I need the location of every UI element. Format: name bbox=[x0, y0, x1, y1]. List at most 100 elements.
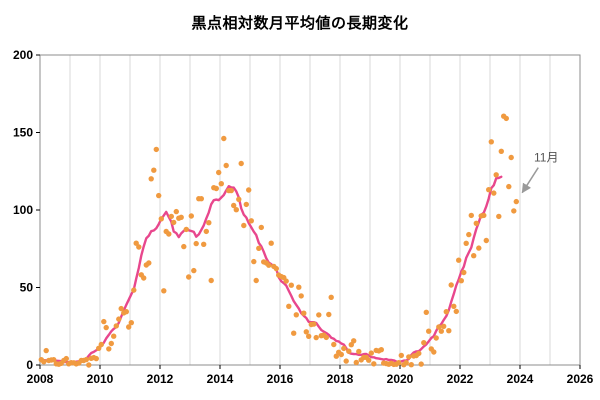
monthly-point bbox=[213, 185, 219, 192]
monthly-point bbox=[51, 357, 57, 363]
monthly-point bbox=[476, 245, 482, 251]
monthly-point bbox=[416, 350, 422, 357]
monthly-point bbox=[103, 324, 109, 331]
monthly-point bbox=[181, 243, 187, 250]
monthly-point bbox=[293, 312, 299, 318]
monthly-point bbox=[301, 310, 307, 316]
monthly-point bbox=[481, 212, 487, 219]
monthly-point bbox=[253, 277, 259, 284]
y-tick-label: 0 bbox=[26, 358, 33, 372]
monthly-point bbox=[96, 345, 102, 351]
monthly-point bbox=[136, 244, 142, 250]
monthly-point bbox=[508, 154, 514, 161]
monthly-point bbox=[296, 284, 302, 290]
monthly-point bbox=[191, 267, 197, 274]
monthly-point bbox=[493, 172, 499, 178]
monthly-point bbox=[101, 318, 107, 325]
monthly-point bbox=[223, 162, 229, 169]
monthly-point bbox=[188, 213, 194, 219]
monthly-point bbox=[258, 224, 264, 231]
monthly-point bbox=[241, 222, 247, 229]
monthly-point bbox=[306, 333, 312, 339]
monthly-point bbox=[113, 323, 120, 329]
monthly-point bbox=[111, 333, 117, 339]
y-tick-label: 200 bbox=[13, 48, 33, 62]
monthly-point bbox=[473, 220, 479, 226]
monthly-point bbox=[106, 346, 112, 352]
monthly-point bbox=[396, 360, 402, 366]
monthly-point bbox=[456, 257, 462, 263]
monthly-point bbox=[208, 277, 214, 284]
monthly-point bbox=[158, 216, 164, 222]
monthly-point bbox=[316, 312, 322, 318]
monthly-point bbox=[513, 198, 519, 205]
monthly-point bbox=[108, 340, 115, 347]
annotation-label: 11月 bbox=[534, 151, 558, 165]
monthly-point bbox=[133, 240, 139, 246]
monthly-point bbox=[351, 338, 357, 344]
monthly-point bbox=[436, 324, 442, 330]
monthly-point bbox=[433, 335, 439, 341]
monthly-point bbox=[186, 274, 192, 280]
monthly-point bbox=[421, 340, 427, 346]
monthly-point bbox=[118, 305, 124, 312]
monthly-point bbox=[343, 358, 349, 364]
monthly-point bbox=[496, 213, 502, 220]
monthly-point bbox=[246, 187, 252, 193]
monthly-point bbox=[461, 269, 467, 276]
monthly-point bbox=[378, 347, 384, 353]
monthly-point bbox=[333, 353, 339, 359]
monthly-point bbox=[86, 362, 92, 368]
monthly-point bbox=[323, 334, 329, 341]
monthly-point bbox=[338, 351, 344, 358]
monthly-point bbox=[178, 214, 184, 220]
monthly-point bbox=[471, 253, 477, 259]
monthly-point bbox=[466, 231, 472, 238]
monthly-point bbox=[443, 309, 449, 315]
monthly-point bbox=[206, 220, 212, 226]
monthly-point bbox=[216, 169, 222, 176]
monthly-point bbox=[408, 362, 414, 368]
monthly-point bbox=[203, 228, 209, 235]
monthly-point bbox=[41, 359, 47, 365]
monthly-point bbox=[146, 260, 152, 266]
monthly-point bbox=[286, 303, 292, 309]
monthly-point bbox=[356, 348, 362, 355]
x-tick-label: 2014 bbox=[207, 372, 234, 386]
monthly-point bbox=[491, 190, 497, 196]
monthly-point bbox=[93, 355, 100, 362]
monthly-point bbox=[221, 135, 227, 142]
x-tick-label: 2022 bbox=[447, 372, 474, 386]
monthly-point bbox=[341, 345, 347, 352]
monthly-point bbox=[418, 361, 424, 367]
monthly-point bbox=[266, 262, 272, 268]
monthly-point bbox=[453, 308, 459, 315]
monthly-point bbox=[183, 226, 189, 233]
monthly-point bbox=[283, 278, 289, 284]
monthly-point bbox=[256, 245, 262, 251]
x-tick-label: 2026 bbox=[567, 372, 594, 386]
monthly-point bbox=[346, 348, 352, 354]
monthly-point bbox=[161, 288, 167, 294]
monthly-point bbox=[468, 212, 474, 219]
monthly-point bbox=[448, 282, 454, 288]
monthly-point bbox=[248, 218, 254, 224]
monthly-point bbox=[141, 275, 147, 281]
x-tick-label: 2018 bbox=[327, 372, 354, 386]
monthly-point bbox=[166, 231, 172, 237]
monthly-point bbox=[238, 160, 244, 167]
monthly-point bbox=[511, 208, 517, 214]
monthly-point bbox=[268, 240, 274, 246]
monthly-point bbox=[403, 360, 409, 366]
x-tick-label: 2020 bbox=[387, 372, 414, 386]
monthly-point bbox=[423, 309, 429, 315]
monthly-point bbox=[303, 329, 309, 335]
monthly-point bbox=[151, 167, 157, 173]
monthly-point bbox=[506, 183, 512, 190]
monthly-point bbox=[198, 196, 204, 202]
monthly-point bbox=[243, 201, 249, 208]
monthly-point bbox=[123, 309, 129, 315]
monthly-point bbox=[488, 139, 494, 145]
